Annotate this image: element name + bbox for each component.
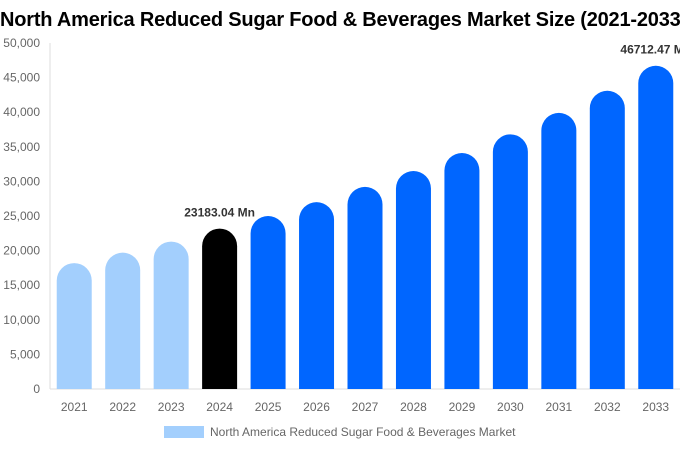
bar-2026 xyxy=(299,202,335,389)
bar-2030 xyxy=(492,134,528,389)
chart-title: North America Reduced Sugar Food & Bever… xyxy=(0,9,680,31)
x-tick-label: 2032 xyxy=(594,400,621,414)
x-tick-label: 2033 xyxy=(642,400,669,414)
x-tick-label: 2027 xyxy=(352,400,379,414)
x-tick-label: 2021 xyxy=(61,400,88,414)
legend[interactable]: North America Reduced Sugar Food & Bever… xyxy=(164,425,515,439)
bar-2025 xyxy=(250,216,286,389)
bar-2028 xyxy=(395,171,431,389)
y-tick-label: 30,000 xyxy=(3,174,40,188)
y-tick-label: 15,000 xyxy=(3,278,40,292)
data-label-2024: 23183.04 Mn xyxy=(184,206,255,220)
x-tick-label: 2024 xyxy=(206,400,233,414)
x-tick-label: 2025 xyxy=(255,400,282,414)
x-tick-label: 2030 xyxy=(497,400,524,414)
y-tick-label: 50,000 xyxy=(3,36,40,50)
y-tick-label: 35,000 xyxy=(3,140,40,154)
y-tick-label: 45,000 xyxy=(3,71,40,85)
y-tick-label: 25,000 xyxy=(3,209,40,223)
bar-2022 xyxy=(105,252,141,389)
y-tick-label: 0 xyxy=(33,382,40,396)
x-tick-label: 2023 xyxy=(158,400,185,414)
x-tick-label: 2029 xyxy=(449,400,476,414)
bar-2024 xyxy=(202,228,238,389)
legend-label: North America Reduced Sugar Food & Bever… xyxy=(210,425,516,439)
x-tick-label: 2028 xyxy=(400,400,427,414)
bar-2032 xyxy=(589,90,625,390)
bar-2031 xyxy=(541,112,577,389)
bar-2029 xyxy=(444,153,480,389)
bar-2033 xyxy=(638,65,674,390)
y-tick-label: 40,000 xyxy=(3,105,40,119)
y-tick-label: 10,000 xyxy=(3,313,40,327)
bar-2021 xyxy=(56,263,92,389)
x-tick-label: 2026 xyxy=(303,400,330,414)
data-label-2033: 46712.47 Mn xyxy=(620,43,680,57)
x-tick-label: 2022 xyxy=(109,400,136,414)
bar-2027 xyxy=(347,186,383,389)
y-tick-label: 5,000 xyxy=(10,347,40,361)
bar-2023 xyxy=(153,241,189,389)
legend-swatch xyxy=(164,426,204,438)
x-tick-label: 2031 xyxy=(545,400,572,414)
y-tick-label: 20,000 xyxy=(3,244,40,258)
